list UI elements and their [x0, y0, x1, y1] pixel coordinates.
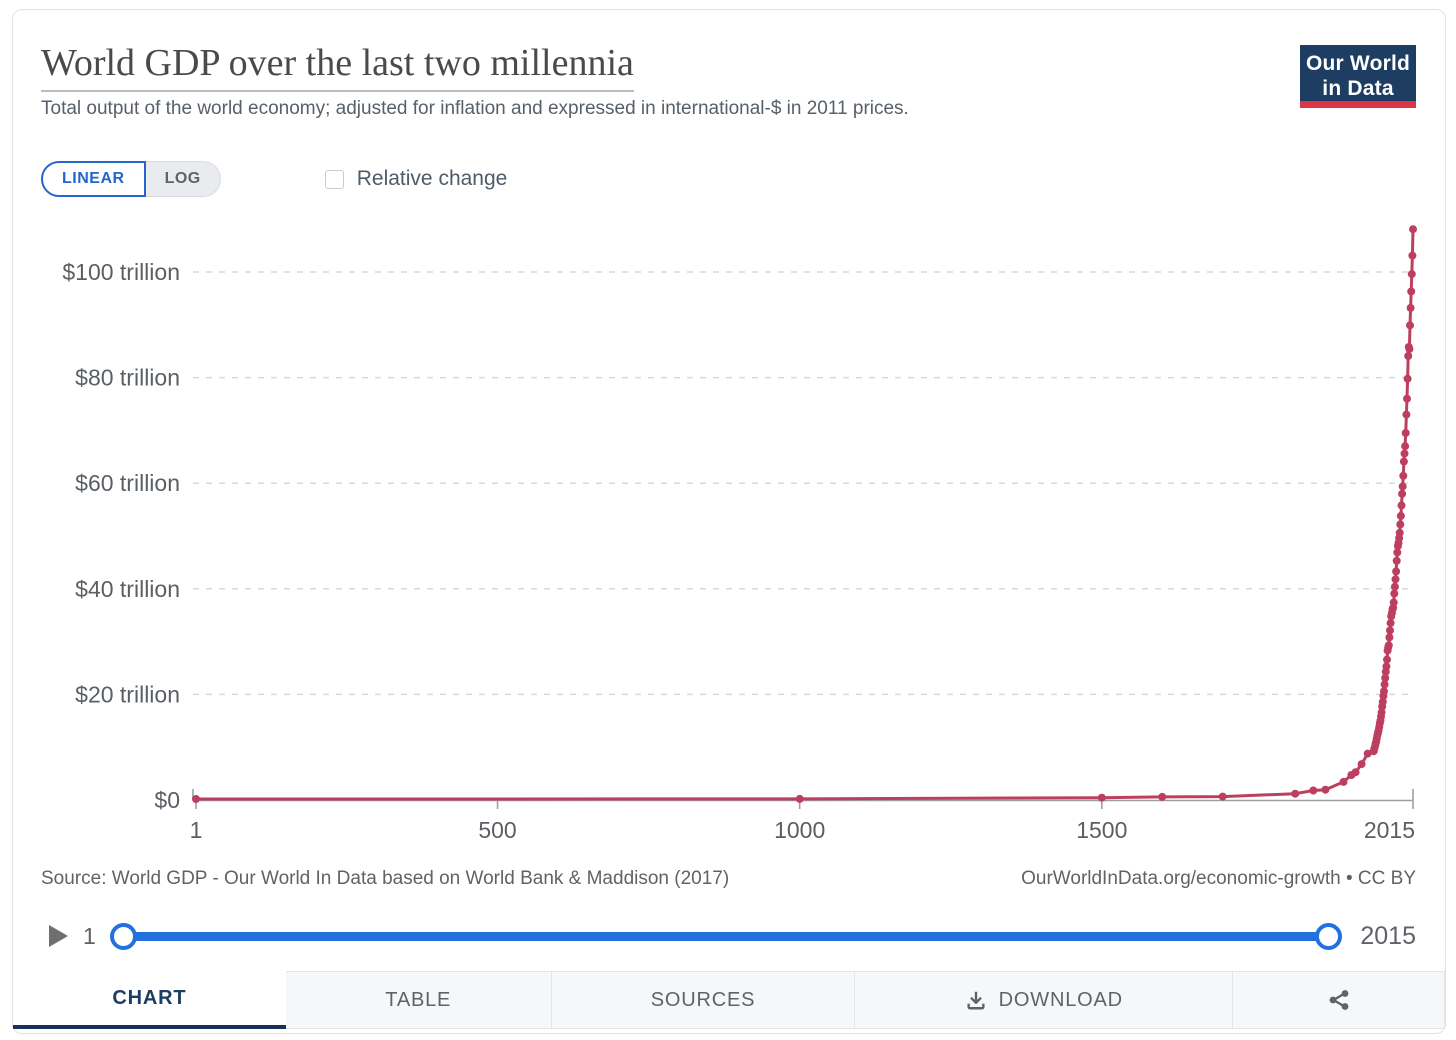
timeline-slider[interactable] — [109, 922, 1343, 950]
tab-bar: CHART TABLE SOURCES DOWNLOAD — [13, 971, 1445, 1029]
attribution-text[interactable]: OurWorldInData.org/economic-growth • CC … — [1021, 868, 1416, 889]
relative-change-checkbox[interactable] — [324, 169, 344, 189]
chart-controls: LINEAR LOG Relative change — [41, 161, 507, 197]
tab-table[interactable]: TABLE — [285, 971, 552, 1029]
timeline: 1 2015 — [43, 915, 1416, 957]
page-title[interactable]: World GDP over the last two millennia — [41, 42, 634, 92]
relative-change-control[interactable]: Relative change — [324, 167, 508, 191]
owid-logo-line2: in Data — [1322, 76, 1394, 100]
scale-toggle: LINEAR LOG — [41, 161, 221, 197]
chart-subtitle: Total output of the world economy; adjus… — [41, 98, 909, 119]
tab-sources[interactable]: SOURCES — [551, 971, 856, 1029]
tab-share[interactable] — [1233, 971, 1445, 1029]
timeline-start-year: 1 — [83, 922, 96, 949]
relative-change-label: Relative change — [356, 167, 508, 190]
timeline-end-handle[interactable] — [1315, 923, 1343, 950]
linear-scale-button[interactable]: LINEAR — [41, 161, 146, 197]
timeline-slider-track[interactable] — [119, 932, 1333, 941]
owid-logo: Our World in Data — [1300, 45, 1416, 108]
timeline-end-year: 2015 — [1360, 921, 1416, 950]
owid-logo-red-bar — [1300, 101, 1416, 108]
timeline-start-handle[interactable] — [109, 923, 137, 950]
owid-logo-line1: Our World — [1305, 52, 1411, 76]
tab-chart[interactable]: CHART — [13, 971, 286, 1029]
grapher-card: World GDP over the last two millennia To… — [12, 9, 1446, 1034]
share-icon — [1327, 988, 1351, 1012]
source-text[interactable]: Source: World GDP - Our World In Data ba… — [41, 868, 730, 889]
play-icon[interactable] — [47, 924, 69, 948]
source-row: Source: World GDP - Our World In Data ba… — [41, 868, 1416, 890]
download-icon — [965, 989, 987, 1011]
log-scale-button[interactable]: LOG — [145, 161, 221, 197]
tab-download[interactable]: DOWNLOAD — [855, 971, 1234, 1029]
